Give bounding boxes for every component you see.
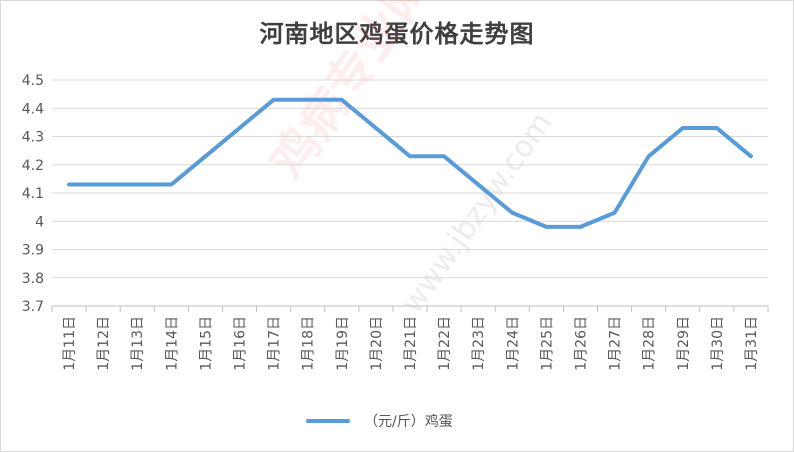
x-tick-label: 1月21日 xyxy=(403,316,419,371)
legend-label: （元/斤）鸡蛋 xyxy=(364,414,453,430)
x-tick-label: 1月12日 xyxy=(96,316,112,371)
x-tick-label: 1月16日 xyxy=(233,316,249,371)
x-tick-label: 1月23日 xyxy=(471,316,487,371)
x-tick-label: 1月15日 xyxy=(198,316,214,371)
y-tick-label: 4.3 xyxy=(22,130,44,146)
x-tick-label: 1月20日 xyxy=(369,316,385,371)
x-tick-label: 1月14日 xyxy=(164,316,180,371)
x-tick-label: 1月22日 xyxy=(437,316,453,371)
y-tick-label: 4.4 xyxy=(22,101,44,117)
x-tick-label: 1月27日 xyxy=(608,316,624,371)
y-tick-label: 3.9 xyxy=(22,243,44,259)
series-line xyxy=(67,97,753,229)
chart-title: 河南地区鸡蛋价格走势图 xyxy=(259,20,535,48)
x-tick-label: 1月13日 xyxy=(130,316,146,371)
x-tick-label: 1月31日 xyxy=(744,316,760,371)
x-tick-label: 1月11日 xyxy=(62,316,78,371)
y-tick-label: 4.2 xyxy=(22,158,44,174)
x-tick-label: 1月30日 xyxy=(710,316,726,371)
x-tick-label: 1月28日 xyxy=(642,316,658,371)
y-tick-label: 3.7 xyxy=(22,299,44,315)
legend-line-swatch xyxy=(306,419,350,423)
x-tick-label: 1月18日 xyxy=(301,316,317,371)
x-tick-label: 1月25日 xyxy=(539,316,555,371)
y-tick-label: 4.1 xyxy=(22,186,44,202)
x-tick-label: 1月29日 xyxy=(676,316,692,371)
x-tick-label: 1月24日 xyxy=(505,316,521,371)
y-tick-label: 4.5 xyxy=(22,73,44,89)
legend: （元/斤）鸡蛋 xyxy=(306,410,453,432)
x-tick-label: 1月26日 xyxy=(573,316,589,371)
y-tick-label: 4 xyxy=(35,214,44,230)
x-tick-label: 1月17日 xyxy=(267,316,283,371)
x-tick-label: 1月19日 xyxy=(335,316,351,371)
y-tick-label: 3.8 xyxy=(22,271,44,287)
